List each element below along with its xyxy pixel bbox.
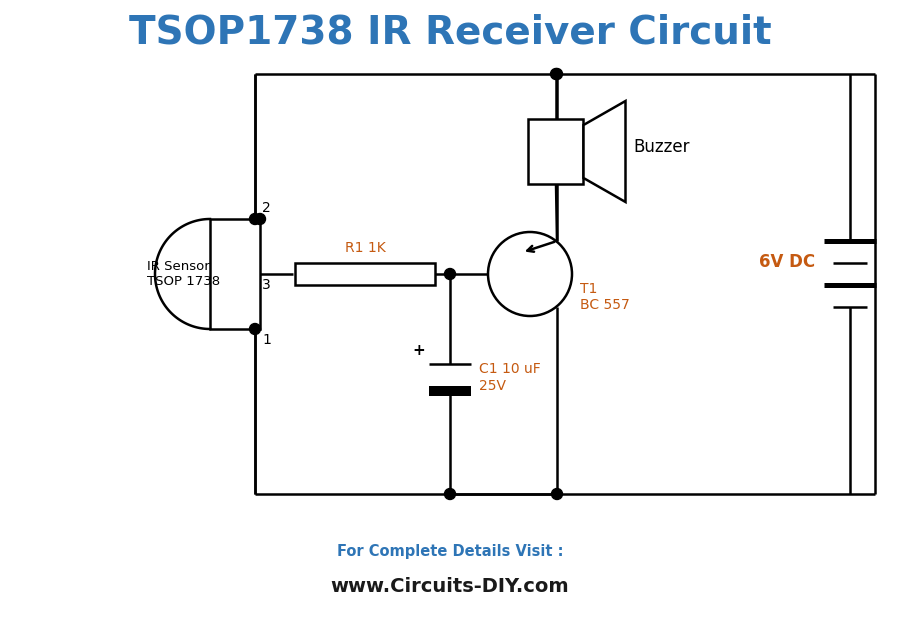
Text: For Complete Details Visit :: For Complete Details Visit : — [337, 544, 564, 559]
Text: www.Circuits-DIY.com: www.Circuits-DIY.com — [331, 577, 569, 596]
Circle shape — [254, 213, 265, 225]
Circle shape — [444, 489, 456, 499]
Polygon shape — [583, 101, 626, 202]
Circle shape — [444, 269, 456, 279]
Bar — [295, 263, 435, 285]
Text: IR Sensor
TSOP 1738: IR Sensor TSOP 1738 — [147, 260, 220, 288]
Text: Buzzer: Buzzer — [634, 138, 690, 155]
Text: +: + — [413, 343, 425, 358]
Text: TSOP1738 IR Receiver Circuit: TSOP1738 IR Receiver Circuit — [129, 14, 771, 52]
Circle shape — [551, 69, 563, 79]
Circle shape — [250, 323, 261, 335]
Circle shape — [488, 232, 572, 316]
Text: T1
BC 557: T1 BC 557 — [580, 282, 630, 312]
Text: R1 1K: R1 1K — [344, 241, 386, 255]
Text: C1 10 uF
25V: C1 10 uF 25V — [479, 362, 541, 392]
Text: 2: 2 — [262, 201, 271, 215]
Text: 3: 3 — [262, 278, 271, 292]
Bar — [529, 119, 583, 184]
Text: 6V DC: 6V DC — [759, 253, 815, 271]
Circle shape — [551, 489, 563, 499]
Text: 1: 1 — [262, 333, 271, 347]
Bar — [210, 219, 260, 329]
Circle shape — [550, 69, 562, 79]
Circle shape — [250, 213, 261, 225]
